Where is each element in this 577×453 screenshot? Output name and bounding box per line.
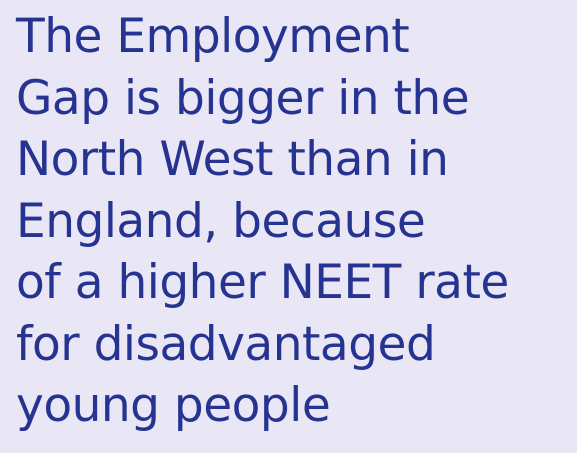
heading-line: young people [16, 378, 331, 433]
heading-line: The Employment [16, 9, 410, 64]
heading-line: Gap is bigger in the [16, 70, 470, 126]
heading-line: England, because [16, 193, 426, 249]
heading: The Employment Gap is bigger in the North … [16, 6, 577, 437]
heading-line: for disadvantaged [16, 316, 436, 372]
heading-line: of a higher NEET rate [16, 255, 509, 310]
heading-line: North West than in [16, 132, 449, 187]
